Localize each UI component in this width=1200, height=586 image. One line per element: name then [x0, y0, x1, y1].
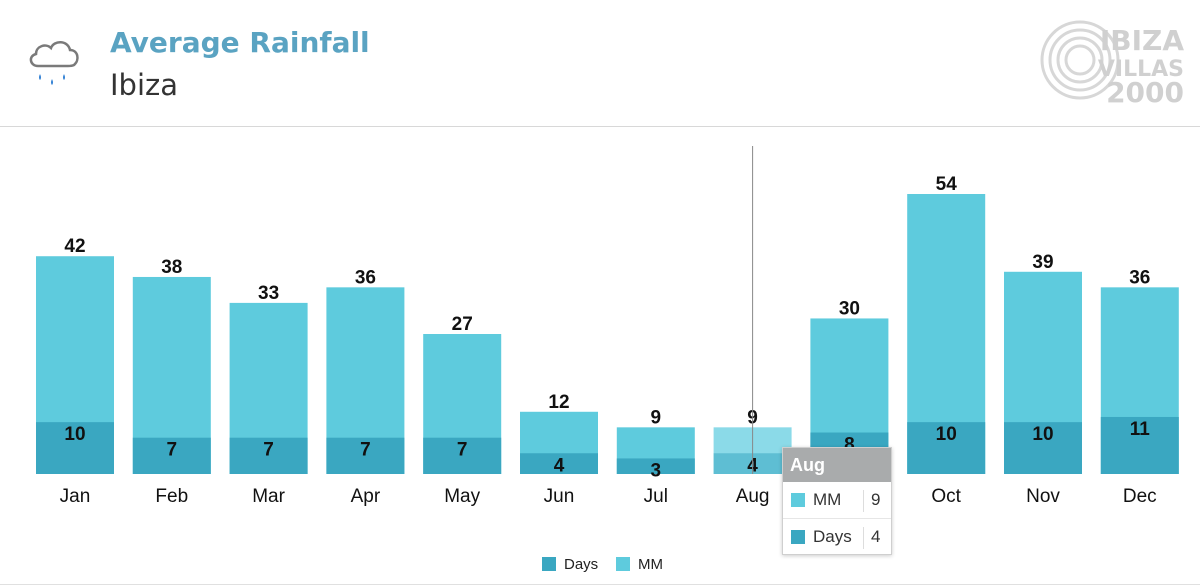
tooltip-label-mm: MM: [813, 490, 842, 509]
svg-text:IBIZA: IBIZA: [1100, 24, 1184, 57]
data-label-mm-sep: 30: [839, 298, 860, 319]
x-tick-feb: Feb: [155, 486, 188, 507]
tooltip-value-mm: 9: [863, 490, 880, 512]
bar-days-may[interactable]: [423, 437, 502, 474]
rainfall-bar-chart: 42 10 Jan 38 7 Feb 33 7 Mar 36 7 Apr 27 7 May 12 4 Jun 9 3 J…: [36, 146, 1179, 507]
data-label-days-jul: 3: [651, 460, 662, 481]
legend-swatch-days: [542, 557, 556, 571]
data-label-mm-may: 27: [452, 314, 473, 335]
data-label-days-feb: 7: [167, 440, 178, 461]
data-label-days-may: 7: [457, 440, 468, 461]
tooltip-label-days: Days: [813, 527, 852, 546]
bar-days-dec[interactable]: [1100, 416, 1179, 474]
x-tick-aug: Aug: [736, 486, 770, 507]
data-label-mm-nov: 39: [1032, 252, 1053, 273]
data-label-days-jun: 4: [554, 455, 565, 476]
data-label-mm-feb: 38: [161, 257, 182, 278]
chart-tooltip: Aug MM 9 Days 4: [782, 447, 892, 555]
data-label-mm-dec: 36: [1129, 267, 1150, 288]
x-tick-dec: Dec: [1123, 486, 1157, 507]
x-tick-may: May: [444, 486, 480, 507]
legend-item-mm[interactable]: MM: [616, 552, 663, 576]
data-label-mm-jun: 12: [548, 392, 569, 413]
data-label-days-jan: 10: [64, 424, 85, 445]
ibiza-villas-logo: IBIZA VILLAS 2000: [1040, 20, 1184, 104]
data-label-mm-jul: 9: [651, 407, 662, 428]
data-label-days-oct: 10: [936, 424, 957, 445]
bar-days-jan[interactable]: [36, 422, 114, 474]
chart-subtitle: Ibiza: [110, 68, 179, 102]
x-tick-jan: Jan: [60, 486, 91, 507]
data-label-mm-mar: 33: [258, 283, 279, 304]
x-tick-mar: Mar: [252, 486, 285, 507]
legend-swatch-mm: [616, 557, 630, 571]
data-label-mm-oct: 54: [936, 174, 958, 195]
x-tick-jul: Jul: [644, 486, 668, 507]
tooltip-row-days: Days 4: [783, 518, 891, 555]
x-tick-oct: Oct: [931, 486, 961, 507]
data-label-days-dec: 11: [1130, 419, 1151, 440]
data-label-mm-apr: 36: [355, 267, 376, 288]
data-label-days-sep: 8: [844, 435, 855, 456]
legend-label-mm: MM: [638, 555, 663, 573]
x-tick-apr: Apr: [351, 486, 381, 507]
chart-legend: Days MM: [0, 552, 1200, 576]
bar-days-oct[interactable]: [907, 422, 986, 474]
x-tick-nov: Nov: [1026, 486, 1060, 507]
tooltip-value-days: 4: [863, 527, 880, 549]
bottom-divider: [0, 584, 1200, 585]
bar-days-jul[interactable]: [616, 458, 695, 474]
bar-days-feb[interactable]: [132, 437, 211, 474]
legend-item-days[interactable]: Days: [542, 552, 598, 576]
tooltip-swatch-mm: [791, 493, 805, 507]
legend-label-days: Days: [564, 555, 599, 573]
rain-cloud-icon: [29, 41, 79, 85]
x-tick-jun: Jun: [544, 486, 575, 507]
tooltip-swatch-days: [791, 530, 805, 544]
data-label-mm-jan: 42: [64, 236, 85, 257]
bar-days-mar[interactable]: [229, 437, 308, 474]
svg-text:2000: 2000: [1106, 76, 1184, 104]
chart-header: Average Rainfall Ibiza IBIZA VILLAS 2000: [0, 0, 1200, 127]
data-label-days-mar: 7: [263, 440, 274, 461]
data-label-days-apr: 7: [360, 440, 371, 461]
data-label-days-nov: 10: [1032, 424, 1053, 445]
tooltip-title: Aug: [783, 448, 891, 482]
bar-days-nov[interactable]: [1004, 422, 1082, 474]
bar-days-jun[interactable]: [520, 453, 598, 474]
tooltip-row-mm: MM 9: [783, 482, 891, 518]
chart-title: Average Rainfall: [110, 26, 370, 59]
svg-text:VILLAS: VILLAS: [1098, 57, 1184, 82]
bar-days-apr[interactable]: [326, 437, 405, 474]
